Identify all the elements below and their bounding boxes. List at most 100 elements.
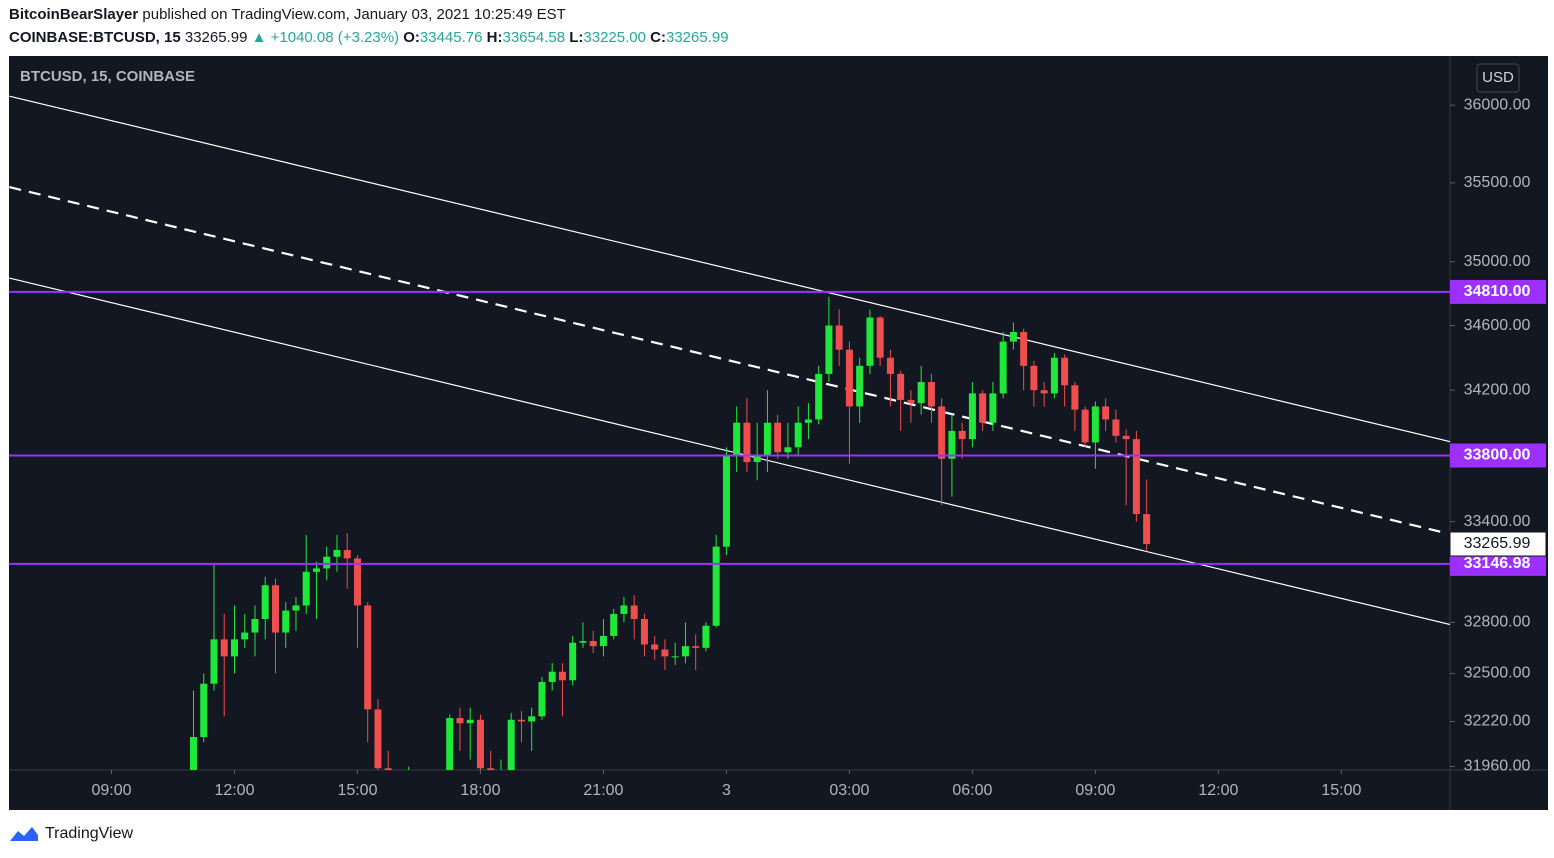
candle-body (476, 719, 484, 769)
candle-body (200, 683, 208, 738)
candle-body (1050, 357, 1058, 394)
candle-body (343, 550, 351, 559)
last-price-box (1449, 531, 1547, 557)
candle-body (866, 317, 874, 366)
candle-body (589, 641, 597, 647)
level-label: 33146.98 (1464, 555, 1531, 572)
candle-body (374, 709, 382, 769)
y-tick-label: 32800.00 (1464, 614, 1531, 631)
candle-body (384, 768, 392, 770)
x-tick-label: 12:00 (1198, 782, 1238, 799)
y-tick-label: 35000.00 (1464, 253, 1531, 270)
candle-body (733, 422, 741, 456)
candle-body (230, 639, 238, 657)
candle-body (333, 550, 341, 557)
candle-body (835, 325, 843, 350)
y-tick-label: 32220.00 (1464, 713, 1531, 730)
candle-body (927, 382, 935, 407)
candle-body (456, 718, 464, 724)
candle-body (210, 639, 218, 684)
y-tick-label: 35500.00 (1464, 174, 1531, 191)
candle-body (917, 382, 925, 404)
candle-body (958, 430, 966, 440)
candle-body (292, 605, 300, 611)
candle-body (692, 646, 700, 648)
open-label: O: (403, 29, 420, 46)
candle-body (681, 646, 689, 657)
candle-body (630, 605, 638, 619)
candle-body (774, 422, 782, 453)
candle-body (487, 768, 495, 770)
symbol: COINBASE:BTCUSD, 15 (9, 29, 181, 46)
y-tick-label: 36000.00 (1464, 96, 1531, 113)
y-tick-label: 31960.00 (1464, 758, 1531, 775)
candle-body (517, 719, 525, 722)
brand: TradingView (45, 825, 134, 842)
low-label: L: (569, 29, 584, 46)
candle-body (528, 716, 536, 722)
x-tick-label: 09:00 (91, 782, 131, 799)
candle-body (189, 737, 197, 770)
chart-title: BTCUSD, 15, COINBASE (20, 68, 195, 85)
candle-body (804, 419, 812, 423)
publisher: BitcoinBearSlayer (9, 6, 139, 23)
x-tick-label: 03:00 (829, 782, 869, 799)
candle-body (897, 373, 905, 400)
candle-body (876, 317, 884, 358)
candle-body (753, 455, 761, 463)
currency: USD (1482, 69, 1514, 86)
candle-body (1020, 331, 1028, 366)
candle-body (1112, 419, 1120, 436)
x-tick-label: 15:00 (337, 782, 377, 799)
candle-body (938, 406, 946, 459)
candle-body (558, 671, 566, 681)
currency-box[interactable] (1476, 63, 1520, 93)
candle-body (538, 681, 546, 717)
candle-body (1081, 409, 1089, 443)
candle-body (979, 393, 987, 423)
candle-body (1143, 514, 1151, 545)
candle-body (1122, 435, 1130, 440)
candle-body (763, 422, 771, 456)
candle-body (610, 613, 618, 636)
candle-body (271, 585, 279, 633)
candle-body (999, 341, 1007, 394)
candle-body (312, 568, 320, 572)
high: 33654.58 (502, 29, 566, 46)
candle-body (661, 649, 669, 657)
candle-body (784, 447, 792, 453)
candle-body (353, 558, 361, 606)
candle-body (968, 393, 976, 440)
candle-body (1071, 385, 1079, 410)
candle-body (241, 632, 249, 640)
candle-body (671, 656, 679, 658)
candle-body (261, 585, 269, 619)
candle-body (466, 719, 474, 724)
candle-body (251, 618, 259, 633)
candle-body (220, 639, 228, 657)
candle-body (1132, 439, 1140, 515)
candle-body (1091, 406, 1099, 443)
x-tick-label: 12:00 (214, 782, 254, 799)
channel-line (9, 95, 1450, 443)
candle-body (323, 556, 331, 569)
candle-body (548, 671, 556, 682)
candle-body (302, 571, 310, 606)
published: published on TradingView.com, January 03… (142, 6, 566, 23)
candle-body (794, 422, 802, 448)
candle-body (507, 719, 515, 770)
y-tick-label: 34600.00 (1464, 317, 1531, 334)
x-tick-label: 21:00 (583, 782, 623, 799)
candle-body (907, 399, 915, 404)
candle-body (640, 618, 648, 645)
candle-body (702, 625, 710, 648)
brand-logo (10, 827, 38, 841)
candle-body (364, 605, 372, 710)
candle-body (426, 808, 433, 829)
x-tick-label: 09:00 (1075, 782, 1115, 799)
candle-body (1061, 357, 1069, 386)
candle-body (1030, 365, 1038, 391)
candle-body (815, 373, 823, 420)
candle-body (712, 546, 720, 626)
y-tick-label: 34200.00 (1464, 381, 1531, 398)
